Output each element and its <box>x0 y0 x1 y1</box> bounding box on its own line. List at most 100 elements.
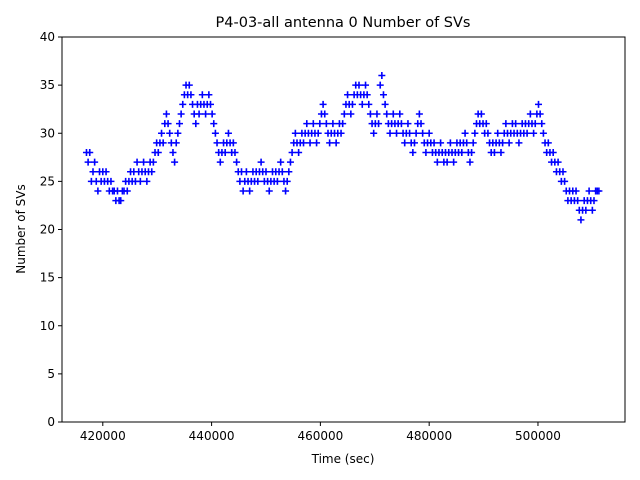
y-tick-label: 15 <box>40 271 55 285</box>
data-point <box>136 177 144 185</box>
x-tick-label: 420000 <box>80 429 126 443</box>
data-point <box>574 197 582 205</box>
data-point <box>162 110 170 118</box>
data-point <box>535 100 543 108</box>
data-point <box>314 129 322 137</box>
data-point <box>102 168 110 176</box>
data-point <box>224 129 232 137</box>
data-point <box>179 100 187 108</box>
data-point <box>468 149 476 156</box>
data-point <box>344 91 352 99</box>
data-point <box>117 197 125 205</box>
data-point <box>375 120 383 128</box>
data-point <box>273 177 281 185</box>
data-point <box>187 91 195 99</box>
data-point <box>107 177 115 185</box>
data-point <box>133 158 141 166</box>
data-point <box>363 91 371 99</box>
y-tick-label: 40 <box>40 30 55 44</box>
data-point <box>389 110 397 118</box>
data-point <box>531 120 539 128</box>
data-point <box>89 168 97 176</box>
data-point <box>530 129 538 137</box>
data-point <box>257 158 265 166</box>
data-point <box>207 100 215 108</box>
data-point <box>254 177 262 185</box>
data-point <box>210 120 218 128</box>
data-point <box>430 139 438 147</box>
data-point <box>376 81 384 89</box>
data-point <box>471 129 479 137</box>
data-point <box>515 139 523 147</box>
data-point <box>332 139 340 147</box>
data-point <box>362 81 370 89</box>
data-point <box>502 120 510 128</box>
data-point <box>561 177 569 185</box>
y-tick-label: 0 <box>47 415 55 429</box>
data-point <box>477 110 485 118</box>
data-point <box>559 168 567 176</box>
data-point <box>355 81 363 89</box>
y-tick-label: 30 <box>40 126 55 140</box>
data-point <box>505 139 513 147</box>
data-point <box>572 187 580 195</box>
data-point <box>526 110 534 118</box>
data-point <box>523 129 531 137</box>
data-point <box>383 110 391 118</box>
data-point <box>490 149 498 156</box>
data-point <box>316 120 324 128</box>
data-point <box>536 110 544 118</box>
data-point <box>322 120 330 128</box>
data-point <box>192 120 200 128</box>
data-point <box>177 110 185 118</box>
data-point <box>397 120 405 128</box>
x-tick-label: 480000 <box>406 429 452 443</box>
data-point <box>283 177 291 185</box>
data-point <box>404 120 412 128</box>
data-point <box>286 158 294 166</box>
y-tick-label: 35 <box>40 78 55 92</box>
data-point <box>482 120 490 128</box>
data-point <box>337 129 345 137</box>
data-point <box>410 139 418 147</box>
data-point <box>554 158 562 166</box>
data-point <box>450 158 458 166</box>
data-point <box>458 149 466 156</box>
data-point <box>169 149 177 156</box>
data-point <box>329 120 337 128</box>
data-point <box>164 120 172 128</box>
data-point <box>409 149 417 156</box>
data-point <box>417 120 425 128</box>
data-point <box>378 72 386 79</box>
data-point <box>140 158 148 166</box>
data-point <box>231 149 239 156</box>
data-point <box>538 120 546 128</box>
data-point <box>246 187 254 195</box>
data-point <box>499 139 507 147</box>
data-point <box>166 129 174 137</box>
data-point <box>393 129 401 137</box>
data-point <box>158 129 166 137</box>
data-point <box>590 197 598 205</box>
data-point <box>233 158 241 166</box>
data-point <box>588 206 596 214</box>
data-point <box>221 149 229 156</box>
data-point <box>549 149 557 156</box>
data-point <box>370 129 378 137</box>
data-point <box>582 206 590 214</box>
data-point <box>86 149 94 156</box>
data-point <box>415 110 423 118</box>
data-point <box>425 129 433 137</box>
x-tick-label: 440000 <box>189 429 235 443</box>
data-point <box>171 158 179 166</box>
y-axis-ticks: 0 5 10 15 20 25 30 35 40 <box>40 30 62 429</box>
data-point <box>313 139 321 147</box>
data-point <box>339 120 347 128</box>
data-point <box>373 110 381 118</box>
data-point <box>396 110 404 118</box>
data-point <box>172 139 180 147</box>
data-point <box>84 158 92 166</box>
data-point <box>461 129 469 137</box>
